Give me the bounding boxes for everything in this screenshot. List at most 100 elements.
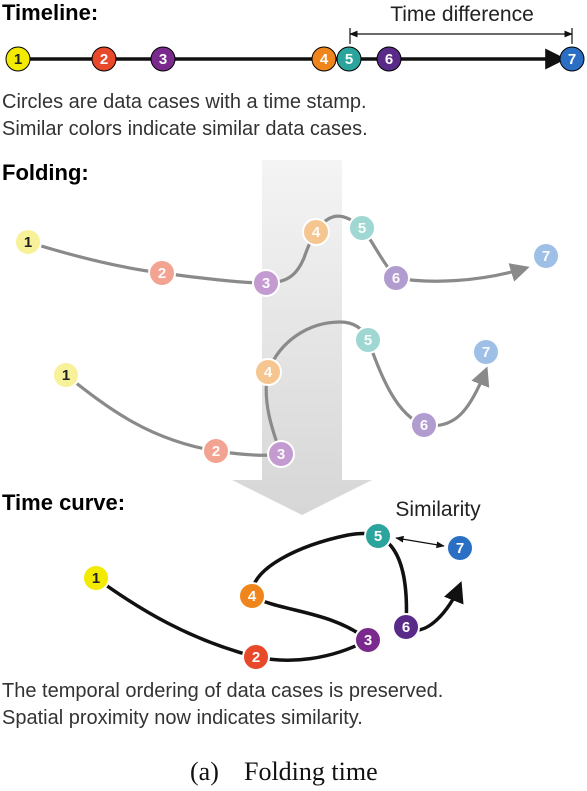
point-5-circle [348,214,376,242]
point-5-marker: 5 [348,214,376,242]
point-3-marker: 3 [267,440,295,468]
point-2-marker: 2 [242,643,270,671]
point-4-circle [311,46,337,72]
point-2-marker: 2 [91,46,117,72]
point-3-label: 3 [277,446,285,463]
point-4-marker: 4 [254,358,282,386]
point-5-circle [354,326,382,354]
point-1-marker: 1 [14,228,42,256]
folding-heading: Folding: [2,160,89,185]
timeline-heading: Timeline: [2,0,98,25]
point-3-label: 3 [364,632,372,649]
point-6-label: 6 [385,51,393,68]
point-1-circle [52,361,80,389]
figure-caption-label: (a) [190,757,219,786]
point-5-label: 5 [345,51,353,68]
point-5-label: 5 [358,220,366,237]
point-2-label: 2 [158,265,166,282]
time-difference-label: Time difference [390,3,534,26]
point-7-marker: 7 [532,242,560,270]
time-curve-points: 1 2 3 4 5 6 7 [82,522,474,671]
point-6-label: 6 [420,417,428,434]
point-4-label: 4 [248,588,257,605]
point-7-label: 7 [482,344,490,361]
point-1-label: 1 [62,367,70,384]
folding-arrow [232,160,372,515]
point-4-marker: 4 [238,582,266,610]
point-4-marker: 4 [311,46,337,72]
point-5-circle [336,46,362,72]
point-3-circle [354,626,382,654]
point-1-circle [14,228,42,256]
point-4-label: 4 [320,51,329,68]
point-4-circle [254,358,282,386]
point-3-marker: 3 [150,46,176,72]
point-1-label: 1 [92,570,100,587]
point-7-label: 7 [542,248,550,265]
figure-caption-text: Folding time [244,757,378,786]
point-2-circle [148,259,176,287]
point-2-label: 2 [252,649,260,666]
point-1-circle [82,564,110,592]
point-4-marker: 4 [302,218,330,246]
point-2-label: 2 [100,51,108,68]
point-6-circle [376,46,402,72]
point-1-marker: 1 [52,361,80,389]
point-6-marker: 6 [376,46,402,72]
point-3-label: 3 [159,51,167,68]
point-3-marker: 3 [252,269,280,297]
point-7-marker: 7 [446,534,474,562]
point-1-label: 1 [14,51,22,68]
point-7-circle [532,242,560,270]
point-3-label: 3 [262,275,270,292]
timeline-caption-line2: Similar colors indicate similar data cas… [2,118,368,140]
point-6-marker: 6 [382,264,410,292]
similarity-arrow [395,535,445,549]
folding-points-1: 1 2 3 4 5 6 7 [14,214,560,297]
point-6-label: 6 [392,270,400,287]
time-curve-caption-line1: The temporal ordering of data cases is p… [2,680,443,702]
folding-points-2: 1 2 3 4 5 6 7 [52,326,500,468]
timeline-caption-line1: Circles are data cases with a time stamp… [2,91,367,113]
point-6-circle [410,411,438,439]
point-6-marker: 6 [392,613,420,641]
time-curve-heading: Time curve: [2,490,125,515]
point-2-circle [202,437,230,465]
point-5-circle [364,522,392,550]
similarity-label: Similarity [395,498,481,521]
point-7-marker: 7 [472,338,500,366]
time-curve-path [94,531,464,662]
point-4-label: 4 [312,224,321,241]
point-3-marker: 3 [354,626,382,654]
point-5-marker: 5 [364,522,392,550]
point-7-marker: 7 [559,46,585,72]
point-2-circle [91,46,117,72]
point-2-marker: 2 [148,259,176,287]
point-3-circle [252,269,280,297]
point-7-circle [446,534,474,562]
point-4-circle [302,218,330,246]
point-1-label: 1 [24,234,32,251]
point-6-label: 6 [402,619,410,636]
point-1-marker: 1 [5,46,31,72]
point-7-label: 7 [456,540,464,557]
point-2-circle [242,643,270,671]
point-5-label: 5 [364,332,372,349]
point-1-marker: 1 [82,564,110,592]
point-2-marker: 2 [202,437,230,465]
point-3-circle [267,440,295,468]
point-5-marker: 5 [336,46,362,72]
point-6-circle [382,264,410,292]
point-2-label: 2 [212,443,220,460]
point-4-label: 4 [264,364,273,381]
point-7-circle [472,338,500,366]
time-curve-caption-line2: Spatial proximity now indicates similari… [2,707,363,729]
point-5-marker: 5 [354,326,382,354]
point-7-circle [559,46,585,72]
point-1-circle [5,46,31,72]
time-difference-bracket [349,28,573,44]
point-5-label: 5 [374,528,382,545]
point-6-circle [392,613,420,641]
